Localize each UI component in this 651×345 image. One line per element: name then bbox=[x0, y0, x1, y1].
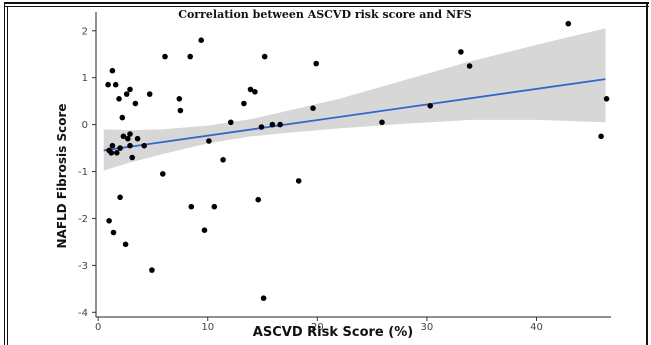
data-point bbox=[198, 37, 204, 43]
data-point bbox=[258, 124, 265, 130]
data-point bbox=[141, 142, 147, 149]
data-point bbox=[295, 178, 302, 184]
data-point bbox=[146, 91, 153, 97]
data-point bbox=[129, 154, 135, 161]
data-point bbox=[108, 150, 115, 156]
data-point bbox=[112, 81, 119, 88]
x-tick-label: 30 bbox=[421, 322, 434, 333]
data-point bbox=[114, 150, 120, 156]
chart-title: Correlation between ASCVD risk score and… bbox=[178, 8, 472, 21]
data-point bbox=[603, 96, 610, 102]
data-point bbox=[427, 103, 434, 109]
data-point bbox=[260, 295, 267, 302]
data-point bbox=[176, 96, 183, 102]
data-point bbox=[228, 119, 234, 126]
y-tick-label: -3 bbox=[78, 261, 88, 272]
data-point bbox=[109, 67, 116, 74]
x-tick-label: 40 bbox=[530, 322, 543, 333]
y-ticks: -4 -3 -2 -1 0 1 2 bbox=[78, 26, 96, 319]
data-point bbox=[125, 135, 131, 142]
data-point bbox=[466, 63, 473, 69]
data-point bbox=[127, 131, 133, 137]
x-tick-label: 10 bbox=[201, 322, 214, 333]
x-ticks: 0 10 20 30 40 bbox=[95, 317, 543, 333]
data-point bbox=[598, 133, 604, 140]
data-point bbox=[149, 267, 155, 273]
data-point bbox=[247, 86, 254, 93]
data-point bbox=[109, 142, 116, 149]
data-point bbox=[310, 105, 316, 111]
confidence-band-layer bbox=[103, 28, 606, 171]
data-point bbox=[188, 203, 195, 210]
data-point bbox=[211, 203, 218, 210]
frame-right-border bbox=[646, 2, 648, 345]
data-point bbox=[117, 194, 123, 201]
data-points-layer bbox=[105, 20, 610, 302]
frame-top-border bbox=[4, 2, 649, 4]
data-point bbox=[117, 145, 123, 151]
data-point bbox=[458, 49, 464, 55]
data-point bbox=[162, 53, 168, 60]
y-axis-title: NAFLD Fibrosis Score bbox=[55, 103, 69, 248]
data-point bbox=[110, 229, 117, 236]
data-point bbox=[187, 53, 193, 60]
data-point bbox=[269, 121, 276, 128]
data-point bbox=[132, 100, 139, 107]
data-point bbox=[201, 227, 208, 233]
fit-line-layer bbox=[103, 78, 606, 152]
data-point bbox=[379, 119, 385, 126]
data-point bbox=[565, 20, 572, 27]
frame-top-border-inner bbox=[4, 6, 649, 7]
data-point bbox=[106, 218, 112, 224]
data-point bbox=[313, 60, 320, 67]
y-tick-label: 1 bbox=[82, 73, 88, 84]
confidence-band bbox=[103, 28, 606, 171]
data-point bbox=[255, 196, 261, 203]
data-point bbox=[277, 121, 283, 128]
data-point bbox=[134, 135, 141, 142]
data-point bbox=[206, 138, 212, 144]
y-tick-label: -2 bbox=[78, 214, 88, 225]
data-point bbox=[241, 100, 247, 107]
data-point bbox=[120, 133, 127, 140]
data-point bbox=[252, 89, 258, 95]
regression-line bbox=[103, 78, 606, 152]
data-point bbox=[105, 81, 111, 88]
y-tick-label: -1 bbox=[78, 167, 88, 178]
data-point bbox=[116, 96, 122, 102]
axes bbox=[95, 12, 611, 318]
data-point bbox=[123, 91, 130, 97]
data-point bbox=[119, 114, 126, 121]
data-point bbox=[160, 171, 166, 177]
frame-left-border bbox=[4, 2, 5, 345]
x-tick-label: 20 bbox=[311, 322, 324, 333]
x-axis-title: ASCVD Risk Score (%) bbox=[253, 325, 413, 340]
data-point bbox=[177, 107, 184, 114]
data-point bbox=[127, 142, 133, 149]
y-tick-label: 0 bbox=[82, 120, 88, 131]
data-point bbox=[220, 157, 226, 163]
y-tick-label: 2 bbox=[82, 26, 88, 37]
y-tick-label: -4 bbox=[78, 308, 88, 319]
frame-left-border-inner bbox=[7, 6, 8, 345]
data-point bbox=[261, 53, 268, 60]
x-tick-label: 0 bbox=[95, 322, 101, 333]
data-point bbox=[127, 86, 133, 93]
data-point bbox=[122, 241, 129, 248]
